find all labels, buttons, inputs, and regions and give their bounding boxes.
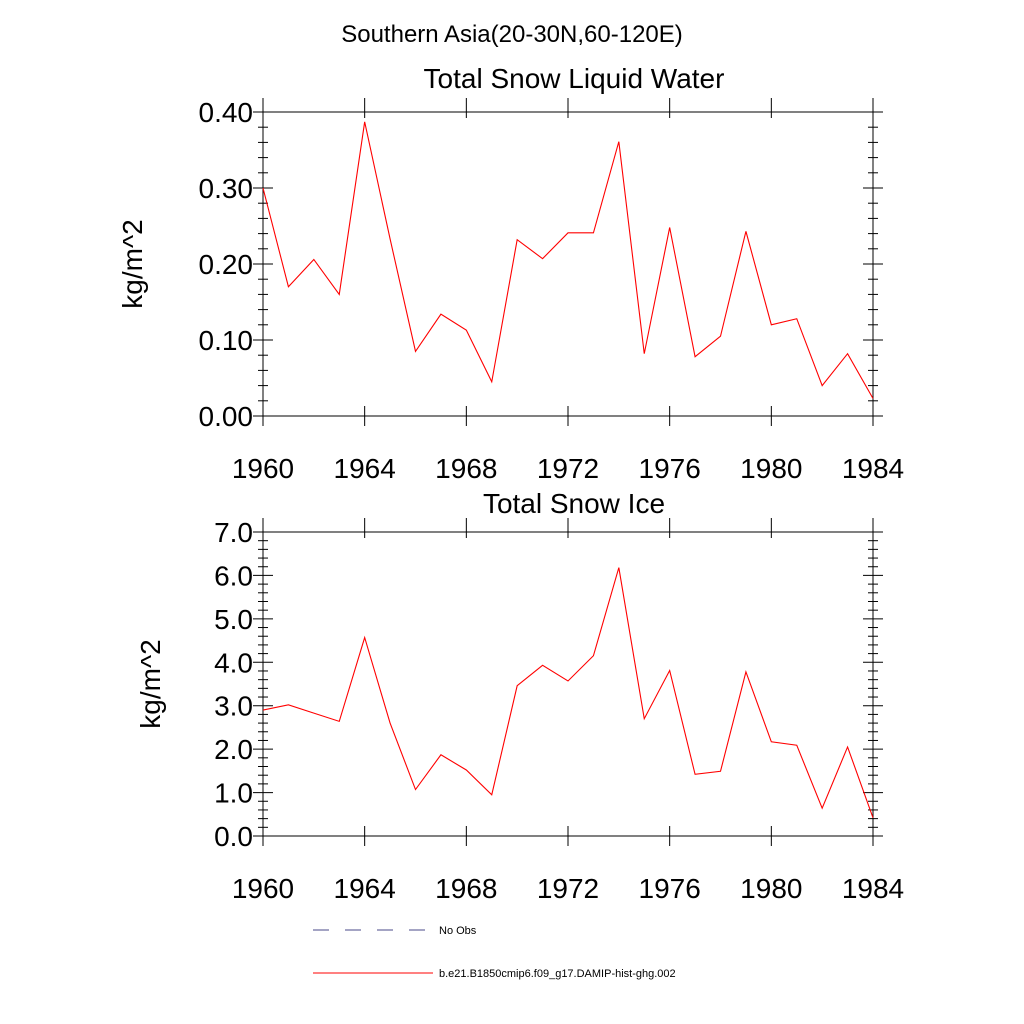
y-tick-label: 0.10	[199, 325, 254, 356]
x-tick-label: 1980	[740, 453, 802, 484]
y-tick-label: 6.0	[214, 560, 253, 591]
chart-panel-1: Total Snow Liquid Water 0.00 0.10 0.20 0.30 0…	[117, 63, 904, 484]
y-tick-label: 0.00	[199, 401, 254, 432]
y-tick-label: 4.0	[214, 647, 253, 678]
x-tick-label: 1984	[842, 453, 904, 484]
x-tick-label: 1976	[639, 873, 701, 904]
x-tick-label: 1960	[232, 453, 294, 484]
y-tick-label: 0.30	[199, 173, 254, 204]
legend-label-1: No Obs	[439, 925, 477, 937]
x-tick-label: 1960	[232, 873, 294, 904]
y-tick-label: 0.20	[199, 249, 254, 280]
plot-frame	[262, 531, 874, 837]
x-tick-label: 1968	[435, 453, 497, 484]
plot-frame	[262, 111, 874, 417]
x-tick-label: 1964	[334, 453, 396, 484]
legend: No Obs b.e21.B1850cmip6.f09_g17.DAMIP-his…	[313, 925, 676, 980]
x-tick-label: 1968	[435, 873, 497, 904]
x-tick-label: 1980	[740, 873, 802, 904]
x-tick-label: 1984	[842, 873, 904, 904]
x-tick-label: 1972	[537, 873, 599, 904]
y-tick-label: 0.0	[214, 821, 253, 852]
x-tick-label: 1964	[334, 873, 396, 904]
y-axis-label: kg/m^2	[117, 219, 148, 308]
y-tick-label: 7.0	[214, 517, 253, 548]
y-axis-label: kg/m^2	[135, 639, 166, 728]
panel-title: Total Snow Liquid Water	[424, 63, 725, 94]
series-line-1	[262, 567, 874, 818]
y-tick-label: 1.0	[214, 778, 253, 809]
y-tick-label: 3.0	[214, 691, 253, 722]
y-tick-label: 5.0	[214, 604, 253, 635]
x-tick-label: 1976	[639, 453, 701, 484]
panel-title: Total Snow Ice	[483, 488, 665, 519]
legend-label-2: b.e21.B1850cmip6.f09_g17.DAMIP-hist-ghg.…	[439, 968, 676, 980]
y-tick-label: 0.40	[199, 97, 254, 128]
figure-suptitle: Southern Asia(20-30N,60-120E)	[341, 21, 683, 48]
chart-panel-2: Total Snow Ice 0.0 1.0 2.0 3.0 4.0 5.0 6.0 7.0 19…	[135, 488, 904, 904]
y-tick-label: 2.0	[214, 734, 253, 765]
x-tick-label: 1972	[537, 453, 599, 484]
series-line-1	[262, 121, 874, 399]
